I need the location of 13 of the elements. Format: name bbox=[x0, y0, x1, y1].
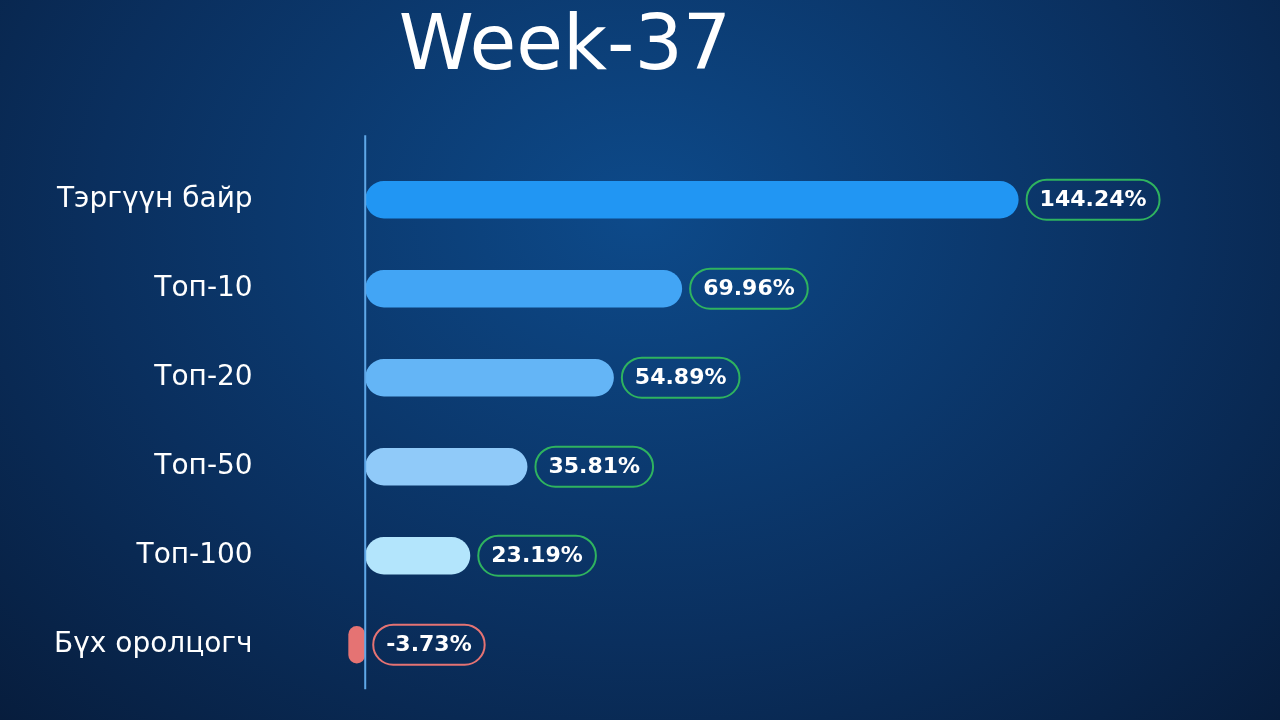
data-label: -3.73% bbox=[386, 631, 472, 657]
data-label: 23.19% bbox=[491, 542, 583, 568]
y-tick-label: Тэргүүн байр bbox=[55, 180, 253, 214]
data-label: 69.96% bbox=[703, 275, 795, 301]
y-tick-label: Топ-10 bbox=[153, 269, 253, 303]
y-tick-label: Топ-50 bbox=[153, 447, 253, 481]
data-label: 54.89% bbox=[634, 364, 727, 390]
data-label: 35.81% bbox=[548, 453, 641, 479]
y-tick-label: Топ-100 bbox=[135, 536, 253, 570]
y-tick-label: Бүх оролцогч bbox=[54, 625, 253, 659]
chart-title: Week-37 bbox=[398, 0, 732, 88]
y-tick-label: Топ-20 bbox=[153, 358, 253, 392]
data-label: 144.24% bbox=[1039, 186, 1147, 212]
